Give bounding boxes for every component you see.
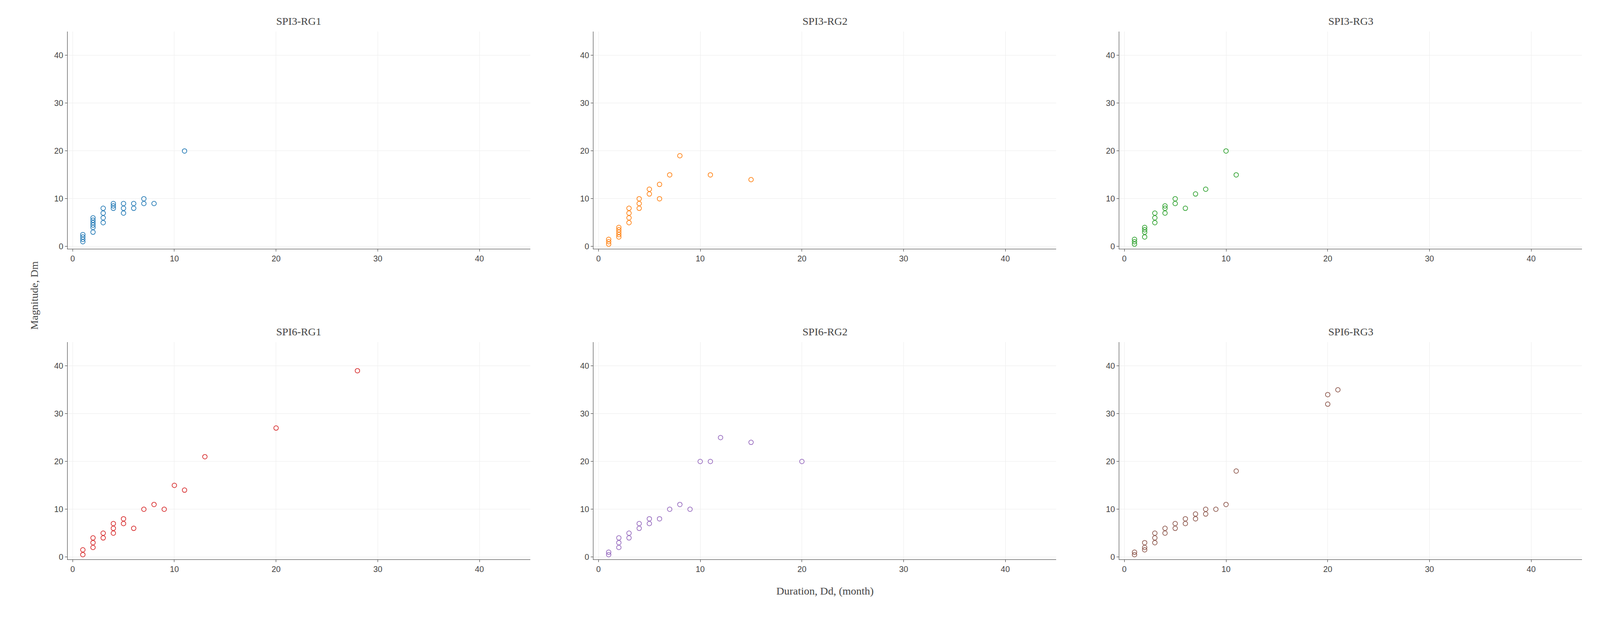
svg-text:30: 30: [54, 98, 64, 108]
svg-text:0: 0: [584, 241, 589, 251]
svg-text:10: 10: [695, 564, 705, 574]
svg-text:10: 10: [54, 194, 64, 204]
svg-text:30: 30: [54, 409, 64, 419]
svg-text:SPI6-RG1: SPI6-RG1: [276, 325, 322, 338]
svg-text:20: 20: [797, 254, 807, 264]
svg-text:40: 40: [1526, 564, 1536, 574]
svg-text:10: 10: [54, 504, 64, 514]
svg-text:10: 10: [579, 194, 589, 204]
svg-text:30: 30: [373, 254, 383, 264]
svg-text:20: 20: [1323, 254, 1333, 264]
svg-text:10: 10: [579, 504, 589, 514]
svg-text:0: 0: [584, 552, 589, 562]
svg-text:SPI6-RG2: SPI6-RG2: [802, 325, 848, 338]
svg-text:Duration, Dd, (month): Duration, Dd, (month): [776, 584, 874, 597]
svg-text:0: 0: [70, 564, 75, 574]
svg-text:0: 0: [596, 254, 601, 264]
svg-text:40: 40: [474, 564, 484, 574]
svg-text:SPI6-RG3: SPI6-RG3: [1328, 325, 1374, 338]
svg-text:20: 20: [54, 146, 64, 156]
svg-text:10: 10: [1105, 504, 1115, 514]
svg-text:SPI3-RG2: SPI3-RG2: [802, 15, 848, 28]
svg-text:0: 0: [70, 254, 75, 264]
svg-text:30: 30: [579, 98, 589, 108]
svg-text:0: 0: [596, 564, 601, 574]
svg-text:10: 10: [169, 254, 179, 264]
svg-text:40: 40: [579, 361, 589, 371]
svg-text:30: 30: [579, 409, 589, 419]
svg-text:20: 20: [1105, 456, 1115, 466]
svg-text:0: 0: [58, 241, 64, 251]
svg-text:40: 40: [1000, 564, 1010, 574]
svg-text:40: 40: [54, 50, 64, 60]
svg-text:10: 10: [1221, 254, 1231, 264]
svg-text:40: 40: [474, 254, 484, 264]
svg-text:0: 0: [1121, 564, 1127, 574]
svg-text:0: 0: [58, 552, 64, 562]
svg-text:0: 0: [1110, 552, 1115, 562]
svg-text:20: 20: [54, 456, 64, 466]
svg-text:40: 40: [1105, 361, 1115, 371]
svg-text:30: 30: [898, 564, 908, 574]
svg-text:40: 40: [579, 50, 589, 60]
svg-text:20: 20: [271, 254, 281, 264]
svg-text:0: 0: [1110, 241, 1115, 251]
svg-text:20: 20: [1105, 146, 1115, 156]
svg-text:40: 40: [1105, 50, 1115, 60]
svg-text:30: 30: [1105, 98, 1115, 108]
svg-text:10: 10: [695, 254, 705, 264]
svg-text:40: 40: [1526, 254, 1536, 264]
svg-text:Magnitude, Dm: Magnitude, Dm: [28, 260, 41, 330]
svg-text:20: 20: [271, 564, 281, 574]
svg-text:30: 30: [1424, 564, 1434, 574]
svg-text:30: 30: [898, 254, 908, 264]
svg-text:30: 30: [1105, 409, 1115, 419]
svg-text:30: 30: [373, 564, 383, 574]
svg-text:SPI3-RG3: SPI3-RG3: [1328, 15, 1374, 28]
svg-text:20: 20: [579, 456, 589, 466]
svg-text:20: 20: [579, 146, 589, 156]
svg-text:30: 30: [1424, 254, 1434, 264]
svg-text:20: 20: [1323, 564, 1333, 574]
svg-text:40: 40: [1000, 254, 1010, 264]
svg-text:10: 10: [169, 564, 179, 574]
svg-text:20: 20: [797, 564, 807, 574]
svg-text:10: 10: [1221, 564, 1231, 574]
svg-text:10: 10: [1105, 194, 1115, 204]
svg-text:SPI3-RG1: SPI3-RG1: [276, 15, 322, 28]
svg-text:40: 40: [54, 361, 64, 371]
svg-text:0: 0: [1121, 254, 1127, 264]
